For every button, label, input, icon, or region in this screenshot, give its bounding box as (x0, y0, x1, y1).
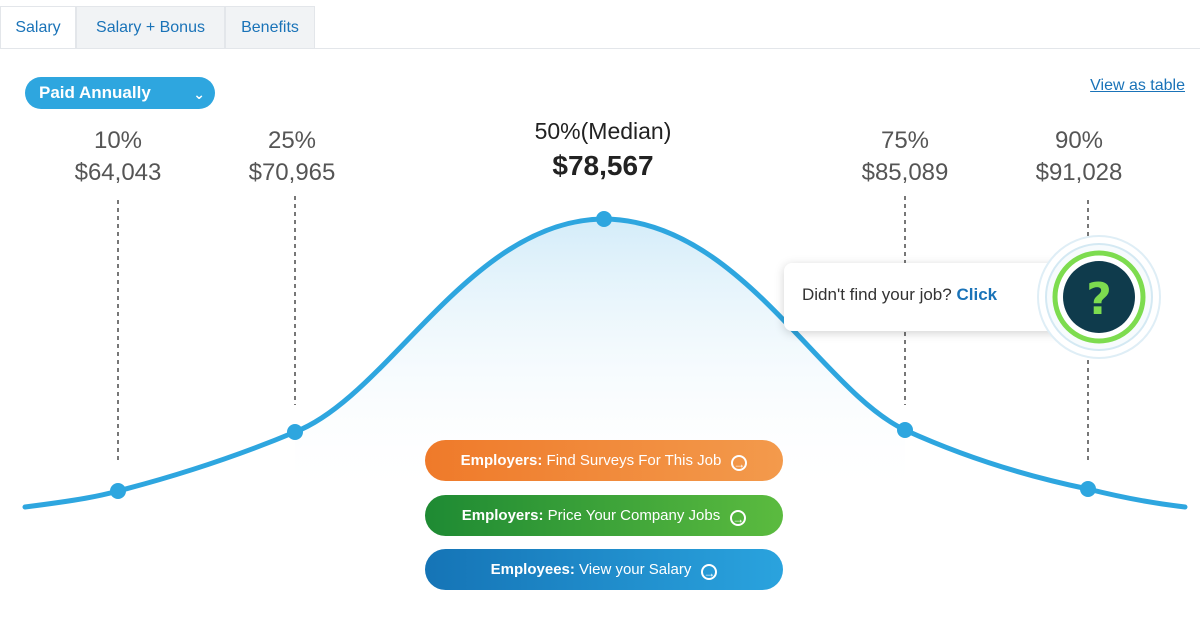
arrow-right-icon: → (701, 564, 718, 580)
employees-view-salary-button[interactable]: Employees: View your Salary → (425, 549, 783, 590)
tab-benefits[interactable]: Benefits (225, 6, 315, 48)
percentile-median-dot (596, 211, 612, 227)
tab-bar: Salary Salary + Bonus Benefits (0, 0, 1200, 49)
svg-text:?: ? (1086, 274, 1112, 325)
pay-period-dropdown[interactable]: Paid Annually ⌄ (25, 77, 215, 109)
help-popup: Didn't find your job? Click (784, 263, 1074, 331)
employers-price-jobs-button[interactable]: Employers: Price Your Company Jobs → (425, 495, 783, 536)
button-prefix: Employers: (460, 452, 543, 469)
employers-find-surveys-button[interactable]: Employers: Find Surveys For This Job → (425, 440, 783, 481)
percentile-25-value: $70,965 (248, 159, 336, 186)
percentile-90-label: 90% (1054, 127, 1104, 154)
percentile-90-dot (1080, 481, 1096, 497)
percentile-10-label: 10% (93, 127, 143, 154)
button-prefix: Employees: (490, 561, 575, 578)
chevron-down-icon: ⌄ (193, 86, 205, 102)
button-text: View your Salary (579, 561, 692, 578)
percentile-75: 75% $85,089 (845, 125, 965, 189)
percentile-75-dot (897, 422, 913, 438)
percentile-25-label: 25% (267, 127, 317, 154)
question-mark-icon[interactable]: ? (1036, 234, 1162, 360)
percentile-10-value: $64,043 (74, 159, 162, 186)
percentile-75-value: $85,089 (861, 159, 949, 186)
tab-salary[interactable]: Salary (0, 6, 76, 48)
curve-fill (295, 219, 905, 500)
pay-period-label: Paid Annually (39, 83, 151, 102)
percentile-25: 25% $70,965 (232, 125, 352, 189)
view-as-table-link[interactable]: View as table (1090, 77, 1185, 94)
percentile-75-label: 75% (880, 127, 930, 154)
arrow-right-icon: → (730, 510, 747, 526)
percentile-median-label: 50%(Median) (534, 118, 672, 144)
help-popup-text: Didn't find your job? Click (802, 285, 997, 305)
percentile-90: 90% $91,028 (1019, 125, 1139, 189)
button-text: Price Your Company Jobs (547, 507, 721, 524)
help-click-link[interactable]: Click (956, 285, 998, 304)
help-question-text: Didn't find your job? (802, 285, 952, 304)
button-text: Find Surveys For This Job (546, 452, 722, 469)
tab-salary-bonus[interactable]: Salary + Bonus (76, 6, 225, 48)
percentile-median-value: $78,567 (552, 150, 654, 181)
button-prefix: Employers: (461, 507, 544, 524)
arrow-right-icon: → (731, 455, 748, 471)
percentile-10-dot (110, 483, 126, 499)
percentile-90-value: $91,028 (1035, 159, 1123, 186)
percentile-median: 50%(Median) $78,567 (503, 116, 703, 186)
percentile-25-dot (287, 424, 303, 440)
percentile-10: 10% $64,043 (58, 125, 178, 189)
